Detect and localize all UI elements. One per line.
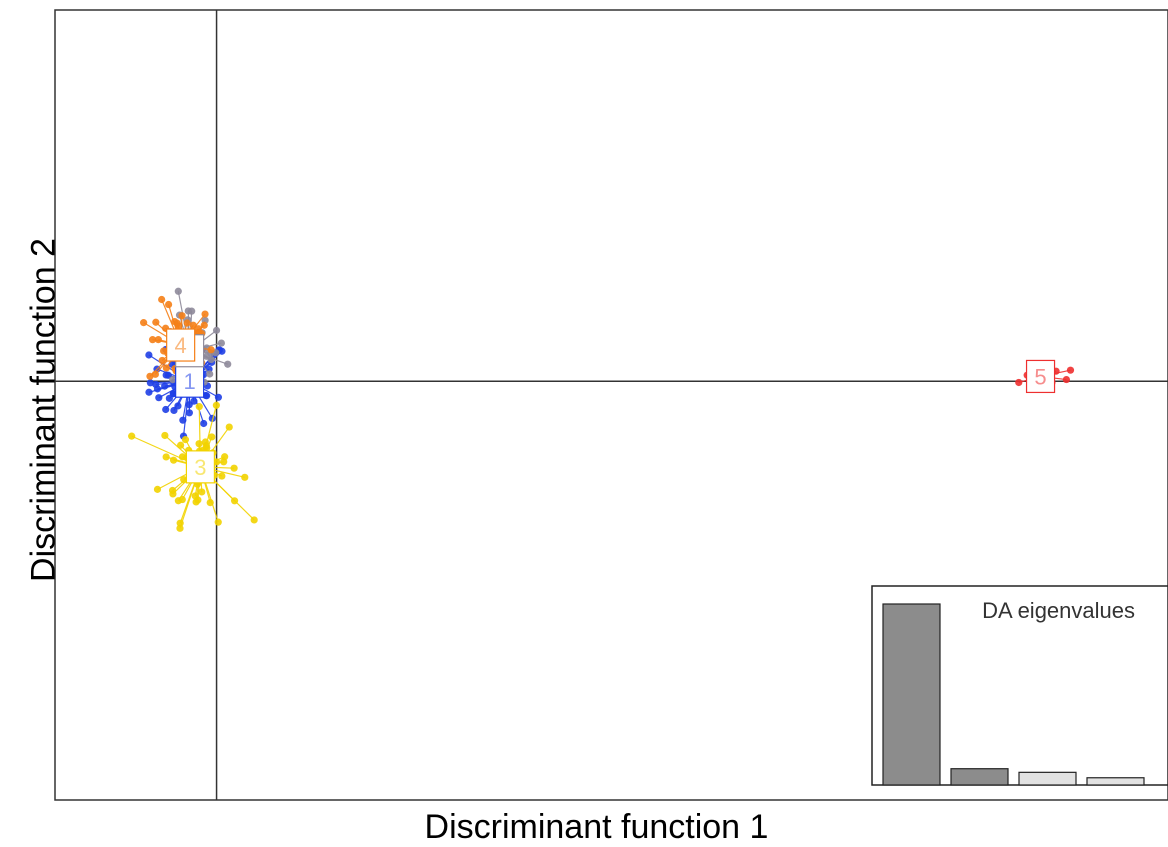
group-1-point — [215, 394, 222, 401]
group-4-label-text: 4 — [175, 333, 187, 358]
group-3-point — [198, 488, 205, 495]
group-1-point — [200, 420, 207, 427]
group-5-label-text: 5 — [1034, 364, 1046, 389]
group-3-point — [231, 465, 238, 472]
group-4-point — [174, 320, 181, 327]
group-1-label-text: 1 — [184, 369, 196, 394]
group-3-point — [161, 432, 168, 439]
group-2-point — [175, 288, 182, 295]
group-1-point — [190, 398, 197, 405]
group-3-point — [175, 497, 182, 504]
group-5-point — [1063, 376, 1070, 383]
group-1-point — [145, 389, 152, 396]
group-1-point — [145, 351, 152, 358]
group-3-point — [176, 525, 183, 532]
group-3-point — [241, 474, 248, 481]
eigenvalue-bar — [951, 769, 1008, 785]
group-4-point — [201, 322, 208, 329]
group-3-point — [251, 516, 258, 523]
group-4-point — [158, 296, 165, 303]
group-4-point — [163, 364, 170, 371]
group-4-label: 4 — [167, 329, 195, 361]
group-3-point — [154, 486, 161, 493]
group-1-point — [186, 409, 193, 416]
group-3-point — [221, 453, 228, 460]
group-3-point — [213, 402, 220, 409]
group-4-point — [190, 322, 197, 329]
group-3-label-text: 3 — [194, 455, 206, 480]
group-2-point — [185, 307, 192, 314]
group-4-point — [208, 346, 215, 353]
group-2-point — [206, 370, 213, 377]
group-4-point — [140, 319, 147, 326]
group-4-point — [152, 371, 159, 378]
group-1-point — [152, 381, 159, 388]
group-1-point — [179, 417, 186, 424]
group-3-point — [163, 453, 170, 460]
group-4-point — [165, 301, 172, 308]
group-4-point — [201, 310, 208, 317]
group-5-label: 5 — [1027, 360, 1055, 392]
group-3-point — [215, 519, 222, 526]
eigenvalue-bar — [1019, 772, 1076, 785]
group-2-point — [224, 361, 231, 368]
group-2-point — [218, 339, 225, 346]
group-4-point — [178, 312, 185, 319]
eigenvalue-bar — [883, 604, 940, 785]
group-5-point — [1015, 379, 1022, 386]
group-4-point — [152, 319, 159, 326]
group-1-point — [174, 402, 181, 409]
group-3-point — [226, 423, 233, 430]
group-4-point — [184, 319, 191, 326]
group-3-point — [128, 433, 135, 440]
group-3-point — [170, 457, 177, 464]
group-2-point — [213, 327, 220, 334]
group-1-point — [162, 406, 169, 413]
group-5-point — [1067, 367, 1074, 374]
group-3-point — [196, 403, 203, 410]
eigenvalue-inset: DA eigenvalues — [872, 586, 1168, 785]
eigenvalue-bar — [1087, 778, 1144, 785]
group-3-point — [169, 490, 176, 497]
group-3-point — [182, 436, 189, 443]
group-2-point — [208, 356, 215, 363]
y-axis-title: Discriminant function 2 — [25, 238, 64, 582]
group-3-point — [203, 442, 210, 449]
group-3-point — [195, 440, 202, 447]
x-axis-title: Discriminant function 1 — [0, 808, 1168, 847]
group-3-point — [218, 472, 225, 479]
group-1-label: 1 — [176, 365, 204, 397]
group-3-label: 3 — [186, 451, 214, 483]
group-4-point — [155, 336, 162, 343]
group-1-point — [155, 394, 162, 401]
eigenvalue-inset-title: DA eigenvalues — [982, 598, 1135, 623]
group-3-point — [192, 498, 199, 505]
